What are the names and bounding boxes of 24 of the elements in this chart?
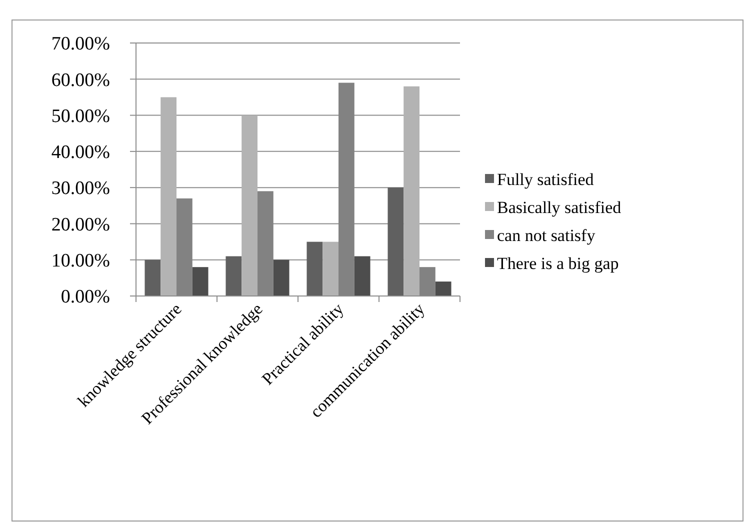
legend-label: There is a big gap <box>497 254 619 273</box>
y-tick-label: 0.00% <box>60 286 110 308</box>
bar <box>306 242 323 296</box>
y-tick-label: 20.00% <box>51 214 110 236</box>
bar <box>242 115 258 296</box>
bar <box>226 256 242 296</box>
y-tick-label: 10.00% <box>51 250 110 272</box>
bar <box>144 260 161 296</box>
y-tick-label: 30.00% <box>51 178 110 200</box>
bar <box>435 282 452 296</box>
bar <box>273 260 290 296</box>
bar <box>404 86 420 296</box>
bar <box>160 97 176 296</box>
y-tick-label: 70.00% <box>51 34 110 55</box>
y-tick-label: 40.00% <box>51 142 110 164</box>
legend-label: Basically satisfied <box>497 198 622 217</box>
legend-label: Fully satisfied <box>497 170 594 189</box>
y-tick-label: 50.00% <box>51 106 110 127</box>
bar <box>192 267 208 296</box>
bar <box>322 242 338 296</box>
legend-label: can not satisfy <box>497 226 596 245</box>
bar <box>388 188 404 296</box>
bar <box>354 256 370 296</box>
y-tick-label: 60.00% <box>51 70 110 91</box>
